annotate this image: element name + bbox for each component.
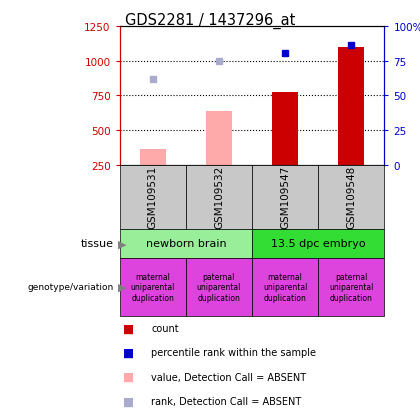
Text: percentile rank within the sample: percentile rank within the sample xyxy=(151,347,316,357)
Text: count: count xyxy=(151,323,179,333)
Bar xyxy=(206,111,232,165)
Text: maternal
uniparental
duplication: maternal uniparental duplication xyxy=(263,272,307,302)
Text: rank, Detection Call = ABSENT: rank, Detection Call = ABSENT xyxy=(151,396,302,406)
Text: ■: ■ xyxy=(123,370,134,383)
Text: tissue: tissue xyxy=(80,239,113,249)
Bar xyxy=(272,93,298,165)
Text: paternal
uniparental
duplication: paternal uniparental duplication xyxy=(329,272,373,302)
Text: paternal
uniparental
duplication: paternal uniparental duplication xyxy=(197,272,241,302)
Text: ▶: ▶ xyxy=(118,282,126,292)
Text: ■: ■ xyxy=(123,346,134,359)
Text: ▶: ▶ xyxy=(118,239,126,249)
Text: GSM109547: GSM109547 xyxy=(280,166,290,229)
Text: maternal
uniparental
duplication: maternal uniparental duplication xyxy=(131,272,175,302)
Text: newborn brain: newborn brain xyxy=(146,239,226,249)
Text: GDS2281 / 1437296_at: GDS2281 / 1437296_at xyxy=(125,13,295,29)
Text: GSM109548: GSM109548 xyxy=(346,166,356,229)
Text: ■: ■ xyxy=(123,394,134,407)
Bar xyxy=(139,150,166,165)
Text: ■: ■ xyxy=(123,322,134,335)
Text: 13.5 dpc embryo: 13.5 dpc embryo xyxy=(271,239,365,249)
Bar xyxy=(338,48,365,165)
Text: GSM109532: GSM109532 xyxy=(214,166,224,229)
Text: value, Detection Call = ABSENT: value, Detection Call = ABSENT xyxy=(151,372,306,382)
Text: GSM109531: GSM109531 xyxy=(148,166,158,229)
Text: genotype/variation: genotype/variation xyxy=(27,282,113,292)
